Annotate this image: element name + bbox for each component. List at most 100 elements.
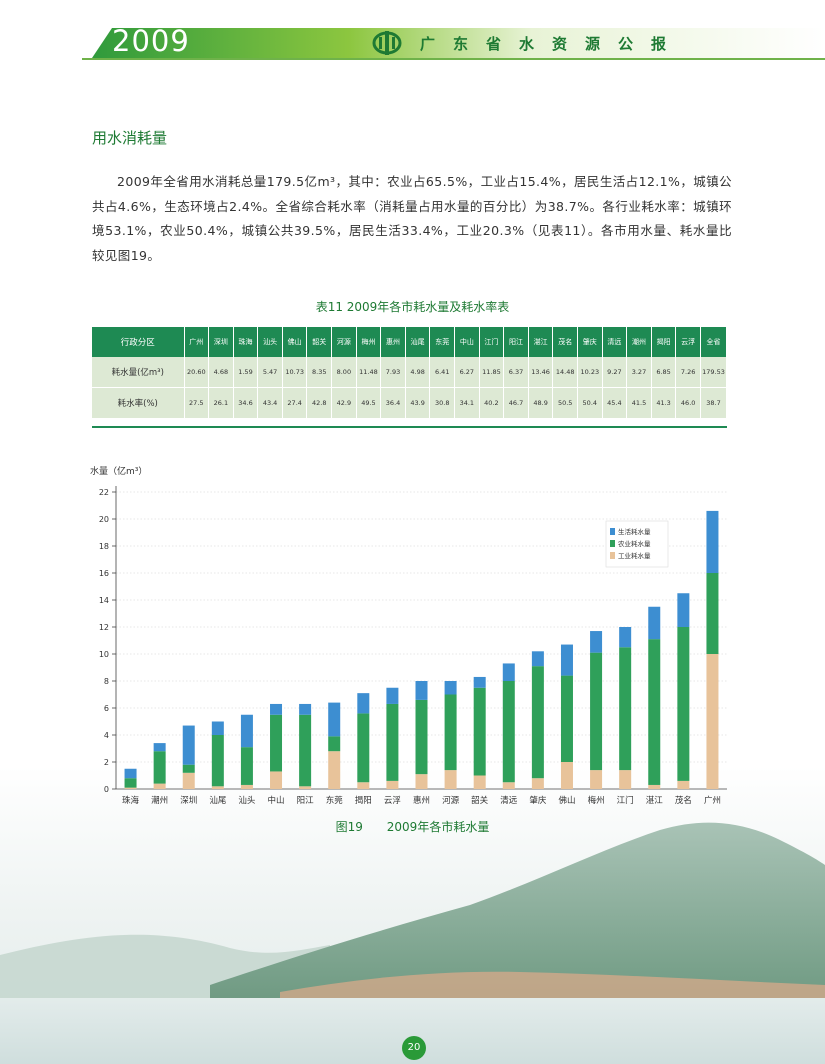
table-cell: 42.9 <box>331 387 357 418</box>
header-band: 2009 广东省水资源公报 <box>0 0 825 62</box>
table-cell: 6.41 <box>429 357 456 388</box>
table-column-header: 惠州 <box>380 327 406 357</box>
x-tick-label: 珠海 <box>122 795 140 806</box>
x-tick-label: 中山 <box>268 795 285 806</box>
table-cell: 48.9 <box>528 387 554 418</box>
table-column-header: 茂名 <box>552 327 578 357</box>
bar-segment <box>357 713 370 783</box>
table-cell: 46.7 <box>503 387 529 418</box>
table-header-label: 行政分区 <box>92 327 185 357</box>
table-column-header: 东莞 <box>429 327 456 357</box>
table-column-header: 汕尾 <box>405 327 431 357</box>
table-cell: 30.8 <box>429 387 456 418</box>
table-cell: 9.27 <box>602 357 628 388</box>
table-cell: 3.27 <box>626 357 652 388</box>
x-tick-label: 阳江 <box>297 796 315 806</box>
bar-segment <box>473 775 486 789</box>
legend-label: 工业耗水量 <box>618 551 651 560</box>
table-cell: 10.73 <box>282 357 308 388</box>
table-column-header: 汕头 <box>257 327 283 357</box>
bar-segment <box>124 768 137 779</box>
table-cell: 46.0 <box>675 387 701 418</box>
bar-segment <box>270 714 283 772</box>
table-cell: 14.48 <box>552 357 578 388</box>
table-title: 表11 2009年各市耗水量及耗水率表 <box>315 300 510 314</box>
table-cell: 26.1 <box>208 387 234 418</box>
table-cell: 10.23 <box>577 357 603 388</box>
x-tick-label: 江门 <box>617 795 634 806</box>
bar-segment <box>357 693 370 714</box>
bar-segment <box>619 647 632 771</box>
table-11: 行政分区 广州 深圳 珠海 汕头 佛山 韶关 河源 梅州 惠州 汕尾 东莞 中山 江门 阳江 湛江 茂名 肇庆清… <box>92 327 728 418</box>
table-cell: 50.5 <box>552 387 578 418</box>
bar-segment <box>531 651 544 667</box>
bar-segment <box>444 681 457 695</box>
table-row: 耗水率(%) 27.5 26.1 34.6 43.4 27.4 42.8 42.9 49.5 3… <box>92 387 728 418</box>
table-cell: 11.48 <box>356 357 382 388</box>
table-cell: 40.2 <box>479 387 505 418</box>
legend-box <box>605 520 669 568</box>
bar-segment <box>211 735 224 787</box>
bar-segment <box>677 627 690 781</box>
bar-segment <box>211 786 224 789</box>
bar-segment <box>153 783 166 789</box>
bar-segment <box>706 573 719 654</box>
row-label: 耗水量(亿m³) <box>92 357 185 388</box>
table-column-header: 阳江 <box>503 327 529 357</box>
bar-segment <box>502 681 515 783</box>
table-cell: 11.85 <box>479 357 505 388</box>
bar-segment <box>590 652 603 771</box>
x-tick-label: 湛江 <box>646 796 664 806</box>
bar-segment <box>240 784 253 789</box>
bar-segment <box>182 772 195 789</box>
page-number: 20 <box>402 1036 426 1060</box>
table-cell: 20.60 <box>184 357 210 388</box>
table-cell: 6.27 <box>454 357 480 388</box>
bar-segment <box>299 714 312 787</box>
table-cell: 27.5 <box>184 387 210 418</box>
x-tick-label: 汕尾 <box>209 795 227 806</box>
table-cell: 50.4 <box>577 387 603 418</box>
bar-segment <box>182 725 195 765</box>
bar-segment <box>560 644 573 676</box>
y-tick-label: 12 <box>99 623 109 632</box>
bar-segment <box>648 606 661 640</box>
section-title: 用水消耗量 <box>92 129 168 147</box>
bar-segment <box>299 786 312 789</box>
y-tick-label: 4 <box>104 731 109 740</box>
table-cell: 179.53 <box>700 357 728 388</box>
x-tick-label: 汕头 <box>238 795 256 806</box>
bar-segment <box>619 627 632 648</box>
table-cell: 6.37 <box>503 357 529 388</box>
table-column-header: 深圳 <box>208 327 234 357</box>
bar-segment <box>124 787 137 789</box>
bar-segment <box>153 743 166 752</box>
bar-segment <box>648 639 661 785</box>
bar-segment <box>619 770 632 789</box>
table-bottom-rule <box>92 426 727 428</box>
bar-segment <box>531 666 544 779</box>
bar-segment <box>270 703 283 715</box>
bar-segment <box>560 762 573 789</box>
water-resources-logo <box>372 31 402 55</box>
y-tick-label: 20 <box>99 515 109 524</box>
table-cell: 41.3 <box>651 387 677 418</box>
bar-segment <box>299 703 312 715</box>
bar-segment <box>590 770 603 789</box>
y-tick-label: 16 <box>99 569 109 578</box>
table-cell: 8.00 <box>331 357 357 388</box>
header-year: 2009 <box>112 24 190 58</box>
table-column-header: 云浮 <box>675 327 701 357</box>
chart-y-axis-label: 水量（亿m³） <box>90 467 148 477</box>
x-tick-label: 肇庆 <box>529 795 547 806</box>
table-row: 耗水量(亿m³) 20.60 4.68 1.59 5.47 10.73 8.35 8.00 1… <box>92 357 728 388</box>
table-column-header: 珠海 <box>233 327 259 357</box>
legend-swatch <box>610 528 615 535</box>
y-tick-label: 0 <box>104 785 109 794</box>
x-tick-label: 河源 <box>442 795 460 806</box>
bar-segment <box>560 675 573 762</box>
paragraph-text: 2009年全省用水消耗总量179.5亿m³，其中：农业占65.5%，工业占15.… <box>92 174 732 263</box>
table-cell: 7.26 <box>675 357 701 388</box>
bar-segment <box>415 699 428 775</box>
